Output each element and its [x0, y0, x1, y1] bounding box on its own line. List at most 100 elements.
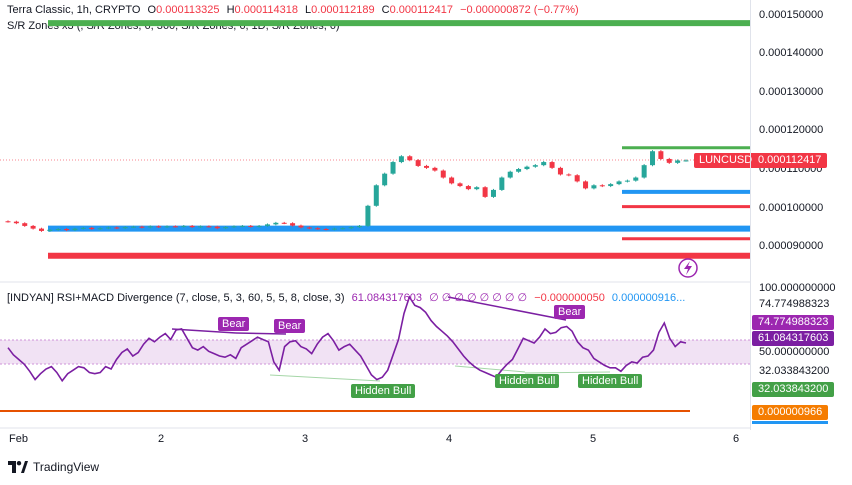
rsi-current-tag: 61.084317603 [752, 331, 835, 346]
candle [315, 228, 321, 230]
candle [105, 227, 111, 229]
candle [156, 226, 162, 228]
candle [624, 180, 630, 182]
price-axis[interactable]: 0.000150000 0.000140000 0.000130000 0.00… [750, 0, 852, 430]
candle [365, 205, 371, 226]
rsi-upper-tag: 74.774988323 [752, 315, 835, 330]
rsi-legend-value2: −0.000000050 [534, 292, 605, 304]
high-label: H [226, 4, 235, 16]
price-label: 0.000150000 [759, 9, 824, 21]
candle [415, 160, 421, 166]
candle [666, 158, 672, 163]
candle [290, 223, 296, 226]
candle [256, 225, 262, 227]
candle [373, 185, 379, 206]
candle [331, 228, 337, 230]
candle [390, 162, 396, 174]
price-label: 0.000120000 [759, 124, 824, 136]
price-label: 0.000130000 [759, 86, 824, 98]
candle [482, 187, 488, 197]
candle [683, 160, 689, 162]
candle [248, 225, 254, 227]
candle [30, 225, 36, 229]
hidden-bull-label-1: Hidden Bull [351, 384, 416, 398]
candle [382, 173, 388, 186]
rsi-legend[interactable]: [INDYAN] RSI+MACD Divergence (7, close, … [7, 291, 685, 304]
candle [507, 171, 513, 178]
close-value: 0.000112417 [389, 4, 453, 16]
candle [641, 165, 647, 178]
rsi-lower-tag: 32.033843200 [752, 382, 835, 397]
candle [231, 226, 237, 228]
candle [675, 160, 681, 163]
candle [131, 226, 137, 228]
candle [340, 228, 346, 230]
symbol-tag: LUNCUSD [694, 153, 758, 168]
candle [650, 151, 656, 166]
symbol-title[interactable]: Terra Classic, 1h, CRYPTO [7, 4, 141, 16]
rsi-line [7, 295, 687, 383]
rsi-legend-name[interactable]: [INDYAN] RSI+MACD Divergence (7, close, … [7, 292, 345, 304]
candle [490, 189, 496, 197]
high-value: 0.000114318 [234, 4, 298, 16]
candle [541, 162, 547, 166]
candle [206, 226, 212, 228]
candle [80, 227, 86, 229]
candle [449, 177, 455, 184]
candle [633, 177, 639, 181]
candle [264, 224, 270, 226]
candle [574, 175, 580, 182]
time-label: 2 [158, 433, 165, 445]
tradingview-logo-icon [8, 461, 28, 473]
candle [239, 225, 245, 227]
tradingview-brand[interactable]: TradingView [8, 460, 99, 474]
candle [298, 225, 304, 228]
candle [599, 185, 605, 187]
current-price-tag: 0.000112417 [752, 153, 828, 168]
candle [524, 166, 530, 170]
divergence-line [524, 371, 611, 374]
candle [474, 187, 480, 190]
rsi-legend-value: 61.084317603 [351, 292, 422, 304]
candle [616, 181, 622, 185]
candle [591, 185, 597, 189]
candle [223, 227, 229, 229]
candle [139, 226, 145, 228]
sr-zone-lines [48, 20, 750, 259]
candle [172, 226, 178, 228]
brand-name: TradingView [33, 460, 100, 474]
symbol-legend[interactable]: Terra Classic, 1h, CRYPTO O0.000113325 H… [7, 4, 579, 16]
price-label: 0.000140000 [759, 47, 824, 59]
candle [532, 165, 538, 167]
price-label: 0.000090000 [759, 240, 824, 252]
candle [214, 226, 220, 229]
bear-label-1: Bear [218, 317, 250, 331]
candle [13, 221, 19, 224]
low-value: 0.000112189 [311, 4, 375, 16]
candle [465, 186, 471, 190]
candle [549, 162, 555, 168]
bear-label-2: Bear [274, 319, 306, 333]
price-chart[interactable] [0, 0, 750, 430]
candle [38, 228, 44, 231]
time-label: 6 [733, 433, 740, 445]
candle [22, 223, 28, 226]
rsi-axis-label: 74.774988323 [759, 298, 830, 310]
candle [398, 156, 404, 163]
candle [72, 228, 78, 231]
candle [323, 229, 329, 231]
candle [566, 174, 572, 176]
bear-label-3: Bear [554, 305, 586, 319]
candle [5, 221, 11, 223]
candle [122, 227, 128, 229]
change-value: −0.000000872 (−0.77%) [460, 4, 579, 16]
divergence-line [454, 365, 526, 373]
candle [164, 226, 170, 228]
candle [181, 225, 187, 227]
lightning-icon[interactable] [678, 258, 698, 278]
candle [306, 227, 312, 229]
time-label: 5 [590, 433, 597, 445]
hidden-bull-label-2: Hidden Bull [495, 374, 560, 388]
candle [583, 181, 589, 189]
candle [557, 167, 563, 175]
